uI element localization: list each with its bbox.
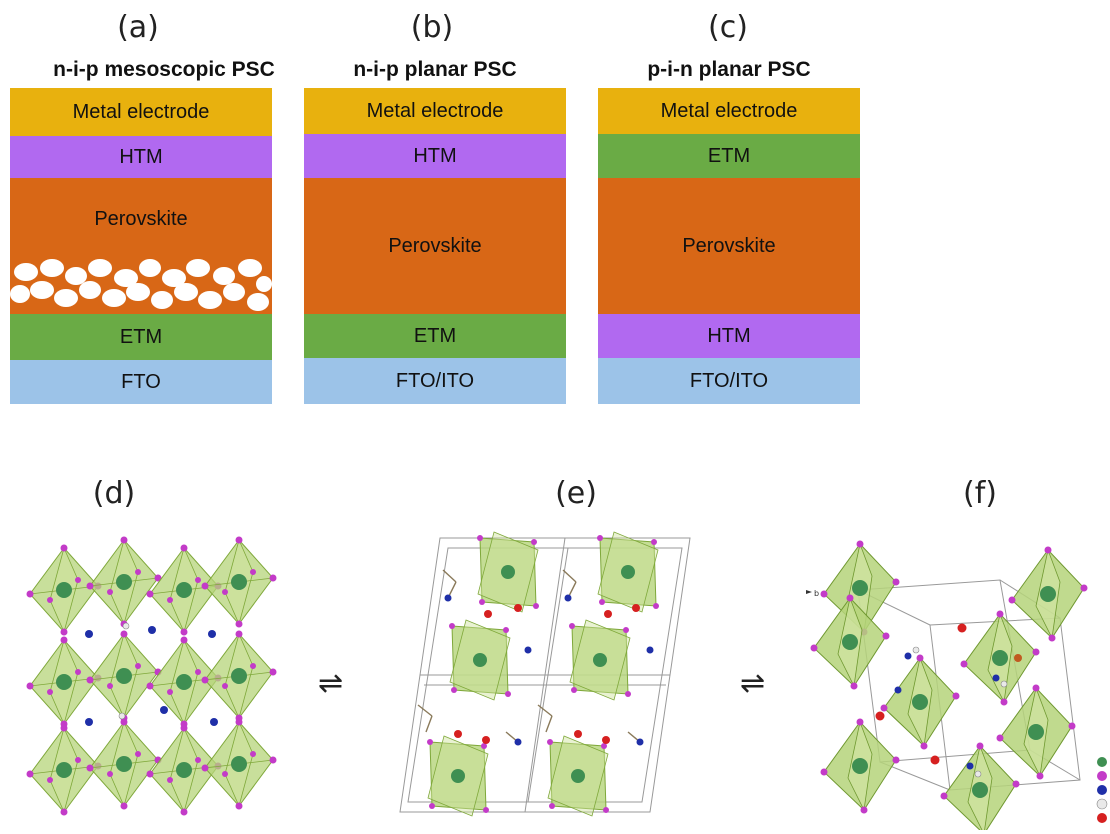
nitrogen-atoms — [444, 594, 654, 746]
oxygen-atoms — [454, 604, 640, 744]
etm-layer: ETM — [10, 314, 272, 360]
fto-layer: FTO — [10, 360, 272, 404]
mesoporous-scaffold-particles — [10, 259, 272, 311]
crystal-structure-e — [399, 531, 691, 817]
panel-f-label: (f) — [963, 476, 997, 511]
device-stack-a: Metal electrode HTM Perovskite ETM FTO — [10, 88, 272, 404]
organic-cations — [85, 622, 218, 726]
guest-molecules — [875, 623, 1022, 778]
panel-e-label: (e) — [555, 476, 597, 511]
perovskite-layer: Perovskite — [598, 178, 860, 314]
panel-b-label: (b) — [410, 10, 454, 45]
metal-electrode-layer: Metal electrode — [304, 88, 566, 134]
htm-layer: HTM — [304, 134, 566, 178]
octahedra-row-3 — [26, 718, 277, 816]
etm-layer: ETM — [304, 314, 566, 358]
octahedra-row-1 — [26, 536, 277, 636]
axis-arrow-icon — [806, 590, 812, 594]
atom-legend-markers — [1096, 757, 1108, 823]
etm-layer: ETM — [598, 134, 860, 178]
panel-c-label: (c) — [708, 10, 748, 45]
equilibrium-arrow-e-f: ⇌ — [740, 666, 766, 701]
octahedra-row-2 — [26, 630, 277, 728]
device-stack-b: Metal electrode HTM Perovskite ETM FTO/I… — [304, 88, 566, 404]
fto-ito-layer: FTO/ITO — [598, 358, 860, 404]
fto-ito-layer: FTO/ITO — [304, 358, 566, 404]
metal-electrode-layer: Metal electrode — [598, 88, 860, 134]
crystal-structure-f: b — [806, 540, 1108, 830]
panel-c-title: p-i-n planar PSC — [647, 58, 811, 81]
crystal-structure-d — [26, 536, 277, 816]
panel-a-label: (a) — [117, 10, 159, 45]
perovskite-layer: Perovskite — [304, 178, 566, 314]
axis-b-label: b — [814, 589, 819, 598]
panel-b-title: n-i-p planar PSC — [353, 58, 517, 81]
panel-d-label: (d) — [92, 476, 136, 511]
panel-a-title: n-i-p mesoscopic PSC — [53, 58, 275, 81]
equilibrium-arrow-d-e: ⇌ — [318, 666, 344, 701]
htm-layer: HTM — [10, 136, 272, 178]
htm-layer: HTM — [598, 314, 860, 358]
device-stack-c: Metal electrode ETM Perovskite HTM FTO/I… — [598, 88, 860, 404]
metal-electrode-layer: Metal electrode — [10, 88, 272, 136]
